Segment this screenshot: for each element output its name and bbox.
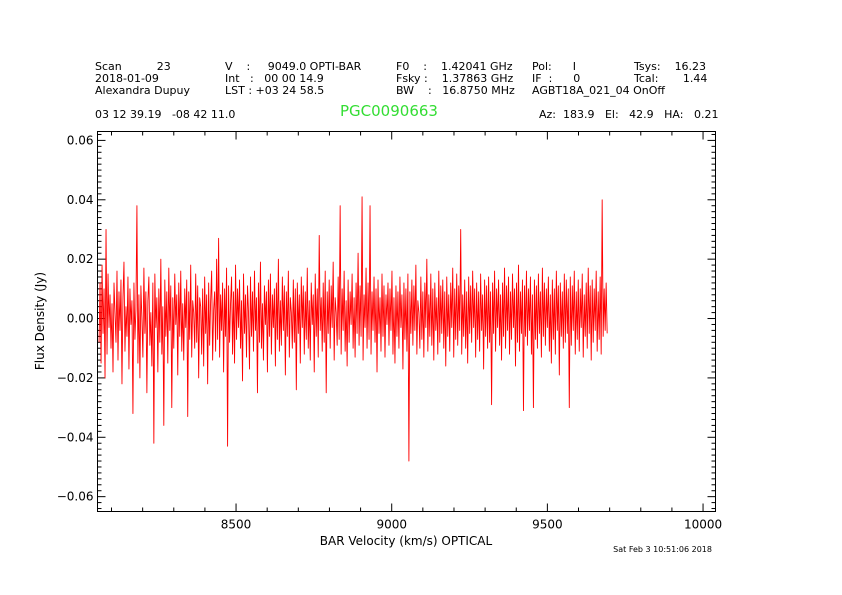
date-label: 2018-01-09 [95, 72, 159, 85]
int-label: Int : 00 00 14.9 [225, 72, 324, 85]
source-name: PGC0090663 [340, 102, 438, 120]
tsys-label: Tsys: 16.23 [634, 60, 707, 73]
if-label: IF : 0 [532, 72, 581, 85]
y-axis-label: Flux Density (Jy) [33, 272, 47, 370]
x-tick-label: 9000 [376, 518, 407, 532]
x-axis-label: BAR Velocity (km/s) OPTICAL [320, 534, 493, 548]
lst-label: LST : +03 24 58.5 [225, 84, 325, 97]
x-tick-label: 8500 [221, 518, 252, 532]
tcal-label: Tcal: 1.44 [634, 72, 708, 85]
y-tick-label: −0.02 [57, 371, 94, 385]
f0-label: F0 : 1.42041 GHz [396, 60, 513, 73]
fsky-label: Fsky : 1.37863 GHz [396, 72, 514, 85]
x-tick-label: 9500 [532, 518, 563, 532]
y-tick-label: −0.06 [57, 490, 94, 504]
y-tick-label: 0.02 [67, 252, 94, 266]
timestamp: Sat Feb 3 10:51:06 2018 [613, 545, 712, 554]
flux-series-line [98, 196, 608, 462]
project-label: AGBT18A_021_04 OnOff [532, 84, 665, 97]
y-tick-label: 0.04 [67, 193, 94, 207]
y-tick-label: 0.00 [67, 312, 94, 326]
velocity-label: V : 9049.0 OPTI-BAR [225, 60, 362, 73]
y-axis: −0.06 −0.04 −0.02 0.00 0.02 0.04 0.06 [57, 133, 716, 510]
observer-label: Alexandra Dupuy [95, 84, 191, 97]
pol-label: Pol: I [532, 60, 576, 73]
plot-frame [97, 131, 716, 512]
y-tick-label: −0.04 [57, 430, 94, 444]
coordinates-label: 03 12 39.19 -08 42 11.0 [95, 108, 236, 121]
az-el-ha-label: Az: 183.9 El: 42.9 HA: 0.21 [539, 108, 719, 121]
bw-label: BW : 16.8750 MHz [396, 84, 515, 97]
x-axis: 8500 9000 9500 10000 [111, 131, 722, 532]
y-tick-label: 0.06 [67, 133, 94, 147]
x-tick-label: 10000 [684, 518, 722, 532]
scan-label: Scan 23 [95, 60, 171, 73]
